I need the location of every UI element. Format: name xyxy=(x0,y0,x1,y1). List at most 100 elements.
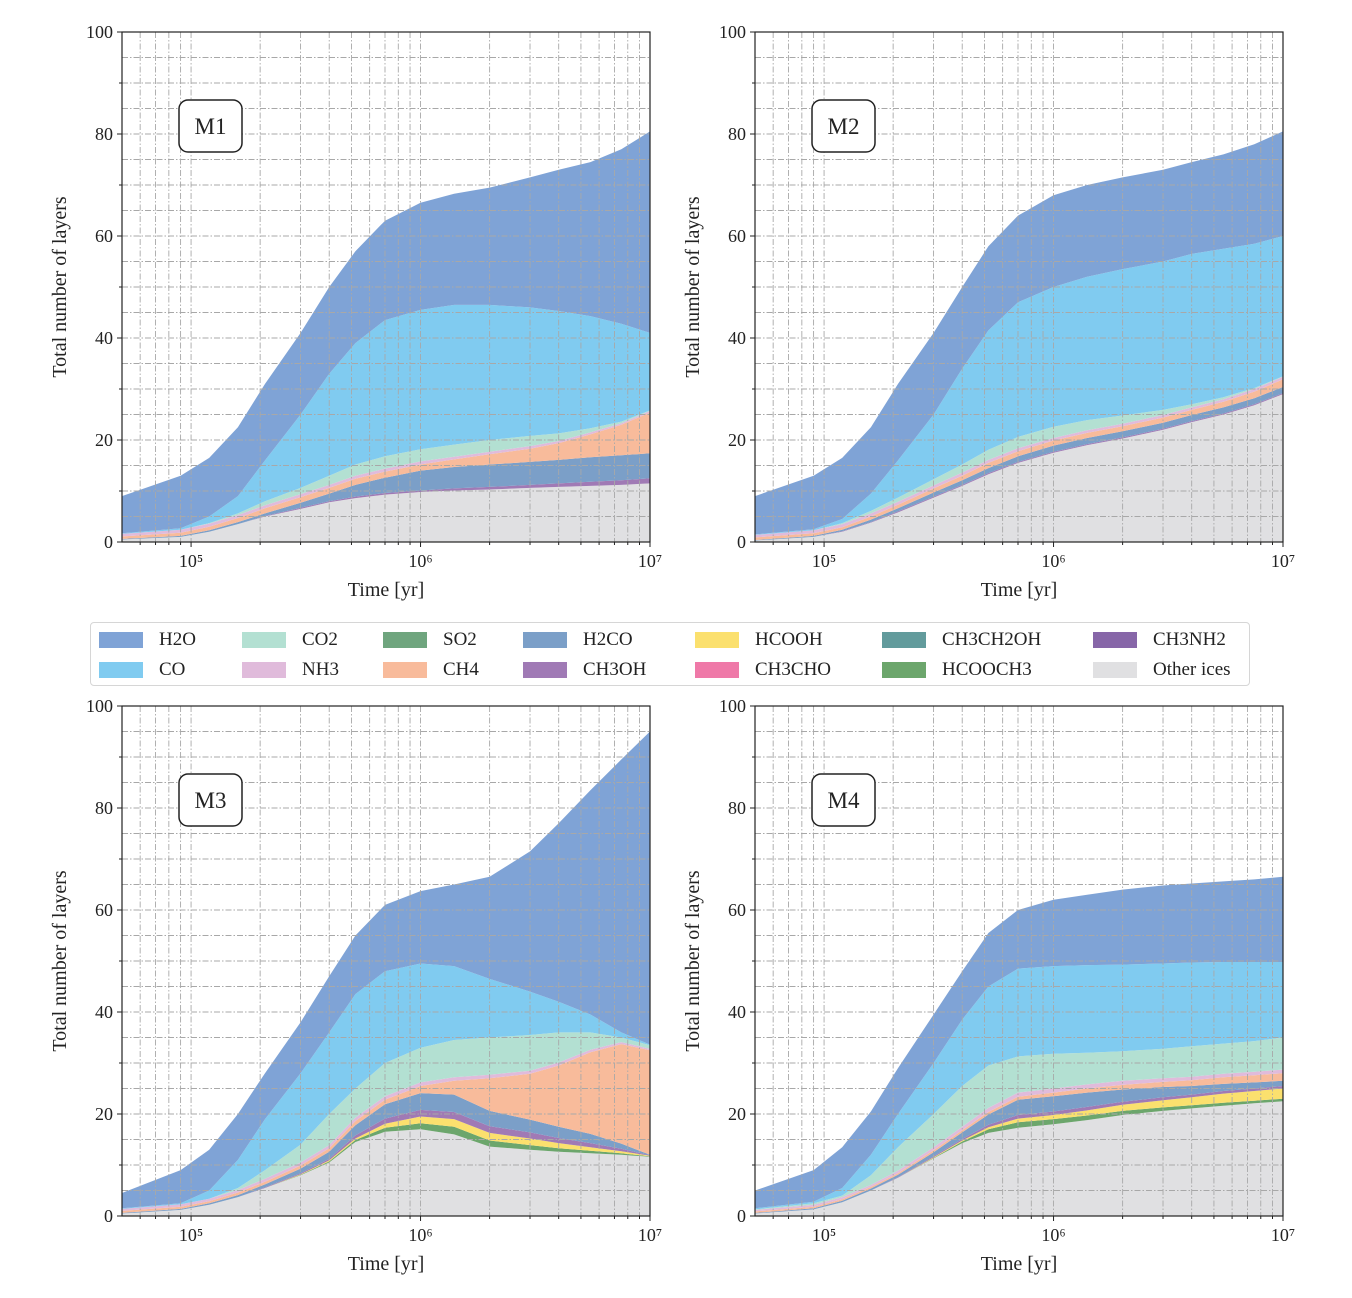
area-co2 xyxy=(755,376,1283,535)
area-h2co xyxy=(755,1080,1283,1214)
area-other-ices xyxy=(755,1101,1283,1216)
area-h2co xyxy=(122,453,650,540)
x-tick-label: 10⁷ xyxy=(638,1225,662,1245)
grid xyxy=(755,706,1283,1216)
area-h2o xyxy=(755,131,1283,535)
legend-label: CH3CH2OH xyxy=(942,629,1042,650)
legend-label: CH4 xyxy=(443,659,479,680)
x-tick-label: 10⁷ xyxy=(1271,551,1295,571)
legend-label: H2CO xyxy=(583,629,633,650)
y-tick-label: 20 xyxy=(95,1104,113,1124)
area-ch4 xyxy=(122,1044,650,1213)
area-co xyxy=(755,236,1283,535)
legend-label: CH3OH xyxy=(583,659,647,680)
legend-label: CH3NH2 xyxy=(1153,629,1226,650)
x-tick-label: 10⁵ xyxy=(812,551,836,571)
legend-label: CO xyxy=(159,659,186,680)
x-axis-label: Time [yr] xyxy=(348,1253,424,1275)
y-tick-label: 60 xyxy=(95,900,113,920)
legend-swatch xyxy=(1093,662,1137,678)
area-h2o xyxy=(122,731,650,1209)
panel-title: M2 xyxy=(828,114,860,139)
legend-item-h2co: H2CO xyxy=(523,625,695,655)
legend-item-co: CO xyxy=(99,655,242,685)
area-co2 xyxy=(122,1032,650,1209)
legend-swatch xyxy=(882,662,926,678)
y-tick-label: 100 xyxy=(719,696,746,716)
area-ch3oh xyxy=(122,1109,650,1214)
legend-item-so2: SO2 xyxy=(383,625,523,655)
area-h2o xyxy=(122,131,650,534)
legend-swatch xyxy=(383,662,427,678)
area-co xyxy=(755,962,1283,1210)
legend-item-hcooch3: HCOOCH3 xyxy=(882,655,1093,685)
y-tick-label: 100 xyxy=(86,696,113,716)
area-ch3oh xyxy=(122,478,650,540)
y-axis-label: Total number of layers xyxy=(682,870,704,1052)
legend-swatch xyxy=(383,632,427,648)
y-axis-label: Total number of layers xyxy=(682,196,704,378)
legend-item-ch3oh: CH3OH xyxy=(523,655,695,685)
x-tick-label: 10⁶ xyxy=(1041,551,1065,571)
area-other-ices xyxy=(122,483,650,542)
x-tick-label: 10⁷ xyxy=(1271,1225,1295,1245)
y-tick-label: 0 xyxy=(737,1206,746,1226)
area-hcooch3 xyxy=(122,1123,650,1214)
legend: H2O CO CO2 NH3 SO2 CH4 H2CO CH3OH HCOOH CH3CHO CH3… xyxy=(90,622,1250,686)
y-tick-label: 40 xyxy=(728,328,746,348)
y-tick-label: 0 xyxy=(737,532,746,552)
area-h2co xyxy=(122,1093,650,1214)
legend-item-ch3cho: CH3CHO xyxy=(695,655,882,685)
legend-item-h2o: H2O xyxy=(99,625,242,655)
area-co2 xyxy=(122,410,650,534)
y-tick-label: 20 xyxy=(95,430,113,450)
y-tick-label: 60 xyxy=(728,226,746,246)
y-tick-label: 80 xyxy=(728,124,746,144)
area-hcooh xyxy=(122,1116,650,1214)
area-co xyxy=(122,963,650,1209)
y-tick-label: 80 xyxy=(95,124,113,144)
panel-m2: 0 20 40 60 80 100 10⁵ 10⁶ 10⁷ Time [yr] Total numb… xyxy=(682,22,1295,601)
legend-label: H2O xyxy=(159,629,196,650)
area-hcooh xyxy=(755,1088,1283,1214)
y-tick-label: 60 xyxy=(728,900,746,920)
legend-label: NH3 xyxy=(302,659,339,680)
legend-swatch xyxy=(99,632,143,648)
x-tick-label: 10⁶ xyxy=(408,551,432,571)
legend-item-nh3: NH3 xyxy=(242,655,383,685)
legend-swatch xyxy=(882,632,926,648)
legend-item-co2: CO2 xyxy=(242,625,383,655)
x-axis-label: Time [yr] xyxy=(348,579,424,601)
x-axis-label: Time [yr] xyxy=(981,579,1057,601)
x-tick-label: 10⁶ xyxy=(1041,1225,1065,1245)
legend-swatch xyxy=(695,632,739,648)
legend-label: SO2 xyxy=(443,629,477,650)
legend-swatch xyxy=(1093,632,1137,648)
y-tick-label: 0 xyxy=(104,1206,113,1226)
y-axis-label: Total number of layers xyxy=(49,870,71,1052)
legend-swatch xyxy=(242,662,286,678)
panel-label-box xyxy=(811,773,876,827)
x-axis-label: Time [yr] xyxy=(981,1253,1057,1275)
y-tick-label: 40 xyxy=(95,1002,113,1022)
x-tick-label: 10⁵ xyxy=(179,551,203,571)
panel-m4: 0 20 40 60 80 100 10⁵ 10⁶ 10⁷ Time [yr] Total numb… xyxy=(682,696,1295,1275)
legend-swatch xyxy=(695,662,739,678)
panel-title: M4 xyxy=(828,788,860,813)
legend-swatch xyxy=(99,662,143,678)
grid xyxy=(122,706,650,1216)
legend-label: HCOOCH3 xyxy=(942,659,1032,680)
panel-label-box xyxy=(811,99,876,153)
legend-item-ch4: CH4 xyxy=(383,655,523,685)
legend-label: CO2 xyxy=(302,629,338,650)
x-tick-label: 10⁶ xyxy=(408,1225,432,1245)
panel-title: M3 xyxy=(195,788,227,813)
y-tick-label: 0 xyxy=(104,532,113,552)
y-tick-label: 20 xyxy=(728,430,746,450)
area-other-ices xyxy=(122,1129,650,1216)
x-tick-label: 10⁷ xyxy=(638,551,662,571)
area-other-ices xyxy=(755,394,1283,542)
area-co2 xyxy=(755,1037,1283,1210)
y-tick-label: 40 xyxy=(728,1002,746,1022)
